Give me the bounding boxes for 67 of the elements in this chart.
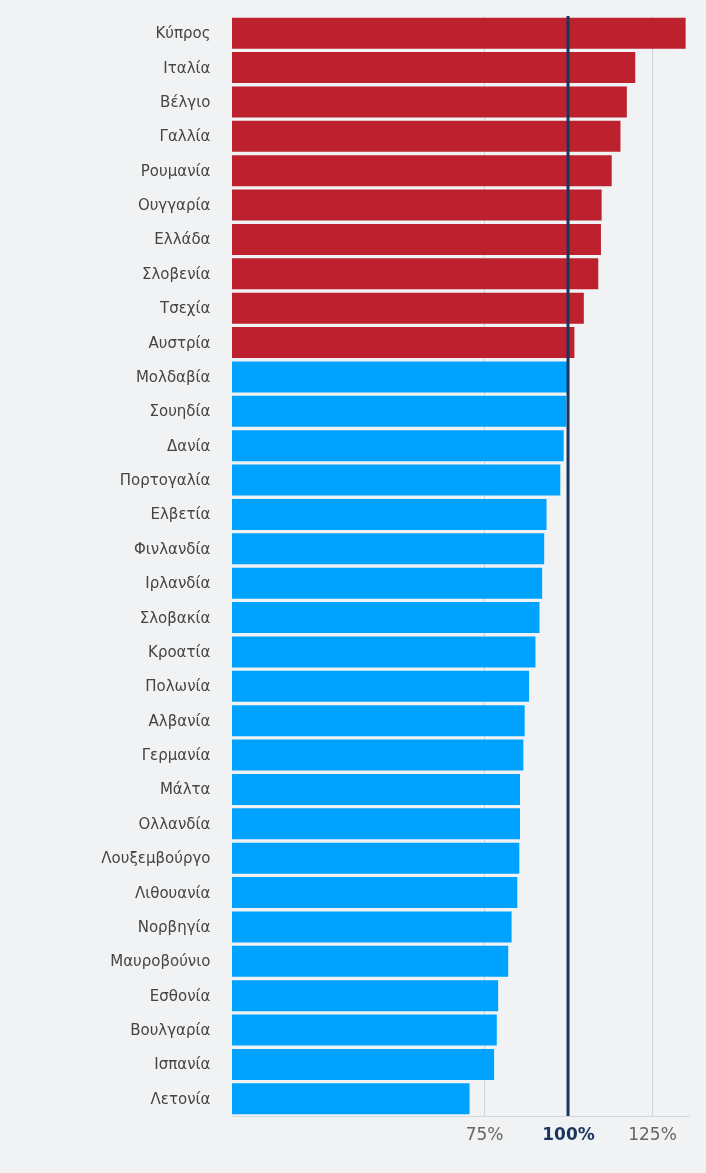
bar bbox=[232, 808, 520, 840]
bar bbox=[232, 533, 545, 565]
y-tick-label: Μάλτα bbox=[159, 780, 211, 799]
y-tick-label: Γαλλία bbox=[159, 127, 211, 146]
bar bbox=[232, 567, 543, 599]
bar bbox=[232, 1083, 470, 1115]
bar bbox=[232, 86, 627, 118]
y-tick-label: Εσθονία bbox=[149, 986, 211, 1005]
y-tick-label: Κύπρος bbox=[155, 24, 211, 43]
y-tick-label: Ρουμανία bbox=[140, 161, 211, 180]
bar bbox=[232, 292, 584, 324]
bar bbox=[232, 223, 601, 255]
y-tick-label: Σουηδία bbox=[149, 402, 211, 421]
y-tick-label: Αλβανία bbox=[148, 711, 211, 730]
y-tick-label: Λιθουανία bbox=[134, 883, 211, 902]
x-tick-label: 75% bbox=[465, 1123, 504, 1144]
y-tick-label: Βέλγιο bbox=[160, 92, 211, 111]
y-tick-label: Ελβετία bbox=[150, 505, 211, 524]
bar bbox=[232, 877, 518, 909]
bar bbox=[232, 773, 520, 805]
y-tick-label: Ισπανία bbox=[154, 1055, 211, 1074]
y-tick-label: Νορβηγία bbox=[137, 917, 211, 936]
bar bbox=[232, 498, 547, 530]
y-tick-label: Σλοβενία bbox=[141, 264, 211, 283]
x-tick-label: 125% bbox=[628, 1123, 677, 1144]
y-tick-label: Ιταλία bbox=[163, 58, 211, 77]
y-tick-label: Μολδαβία bbox=[135, 367, 211, 386]
bar bbox=[232, 17, 686, 49]
y-tick-label: Σλοβακία bbox=[139, 608, 211, 627]
bar bbox=[232, 189, 602, 221]
bar bbox=[232, 670, 530, 702]
y-tick-label: Ελλάδα bbox=[154, 230, 211, 249]
y-tick-label: Μαυροβούνιο bbox=[110, 952, 211, 971]
y-tick-label: Λετονία bbox=[150, 1089, 211, 1108]
y-tick-label: Κροατία bbox=[148, 642, 211, 661]
bar bbox=[232, 842, 520, 874]
y-tick-label: Ιρλανδία bbox=[145, 574, 211, 593]
bar bbox=[232, 430, 564, 462]
bar bbox=[232, 739, 524, 771]
y-tick-label: Ουγγαρία bbox=[137, 196, 211, 215]
bar bbox=[232, 258, 599, 290]
bar bbox=[232, 1014, 497, 1046]
y-tick-label: Βουλγαρία bbox=[130, 1021, 211, 1040]
bar bbox=[232, 636, 536, 668]
y-tick-label: Δανία bbox=[167, 436, 211, 455]
bar bbox=[232, 1048, 495, 1080]
y-tick-label: Πορτογαλία bbox=[119, 471, 211, 490]
x-tick-label: 100% bbox=[542, 1123, 595, 1144]
bar bbox=[232, 464, 561, 496]
bar bbox=[232, 705, 525, 737]
y-tick-label: Αυστρία bbox=[148, 333, 211, 352]
bar bbox=[232, 361, 569, 393]
bar bbox=[232, 911, 512, 943]
bar bbox=[232, 945, 509, 977]
bar bbox=[232, 155, 612, 187]
y-tick-label: Τσεχία bbox=[159, 299, 211, 318]
y-tick-label: Πολωνία bbox=[145, 677, 211, 696]
bar bbox=[232, 120, 621, 152]
bar bbox=[232, 602, 540, 634]
y-tick-label: Γερμανία bbox=[141, 746, 211, 765]
bar bbox=[232, 327, 575, 359]
bar bbox=[232, 52, 636, 84]
bar bbox=[232, 395, 567, 427]
y-tick-label: Λουξεμβούργο bbox=[101, 849, 211, 868]
y-tick-label: Φινλανδία bbox=[133, 539, 211, 558]
bar bbox=[232, 980, 499, 1012]
y-tick-label: Ολλανδία bbox=[138, 814, 211, 833]
